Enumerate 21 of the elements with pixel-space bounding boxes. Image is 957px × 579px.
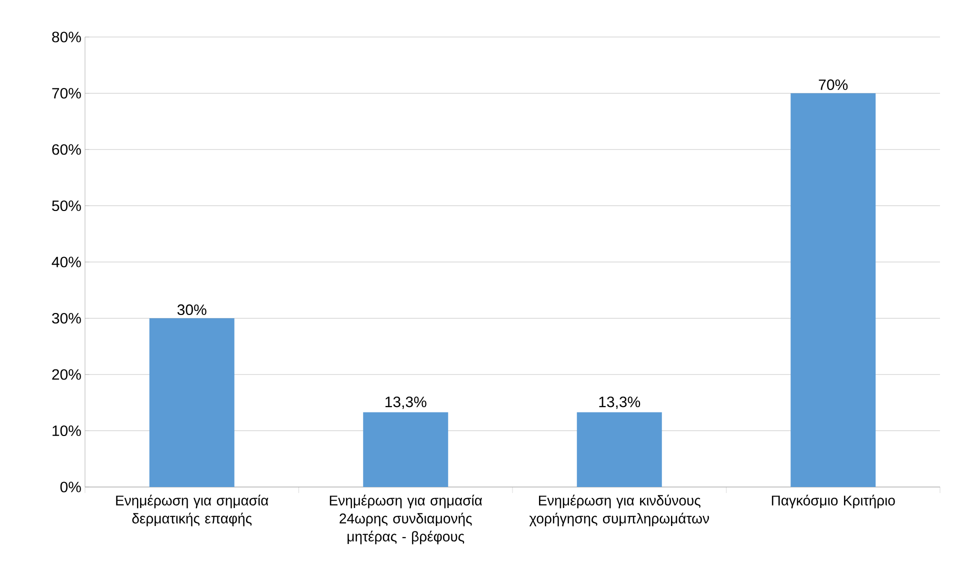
data-label: 70% <box>818 79 848 90</box>
bar <box>363 412 448 487</box>
y-tick-label: 50% <box>52 200 81 212</box>
data-label: 13,3% <box>599 396 640 409</box>
y-tick-label: 60% <box>52 144 81 155</box>
y-tick-label: 70% <box>52 88 81 99</box>
y-tick-label: 40% <box>52 256 81 268</box>
data-label: 13,3% <box>386 396 426 409</box>
x-tick-label: Ενημέρωση για κινδύνους χορήγησης συμπληρωμάτων <box>529 494 709 526</box>
y-tick-label: 10% <box>52 425 81 436</box>
y-tick-label: 80% <box>52 32 81 42</box>
bar <box>790 93 876 487</box>
data-label: 30% <box>177 304 206 316</box>
y-tick-label: 0% <box>60 482 81 492</box>
bar <box>149 318 234 487</box>
y-tick-label: 30% <box>52 312 81 324</box>
y-tick-label: 20% <box>52 369 81 380</box>
x-tick-label: Παγκόσμιο Κριτήριο <box>772 494 895 508</box>
x-tick-label: Ενημέρωση για σημασία 24ωρης συνδιαμονής μητέρας - βρέφους <box>330 494 482 544</box>
x-tick-label: Ενημέρωση για σημασία δερματικής επαφής <box>116 494 268 526</box>
bar <box>576 412 662 487</box>
